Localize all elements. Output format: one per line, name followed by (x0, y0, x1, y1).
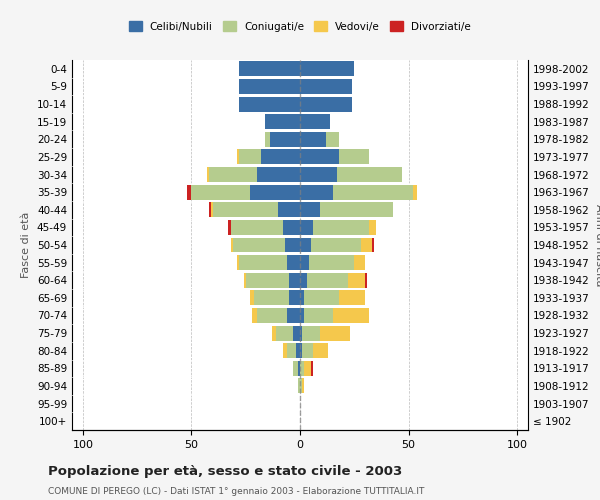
Bar (337, 167, 402, 182)
Bar (254, 290, 289, 306)
Bar (237, 255, 239, 270)
Bar (211, 202, 213, 218)
Text: COMUNE DI PEREGO (LC) - Dati ISTAT 1° gennaio 2003 - Elaborazione TUTTITALIA.IT: COMUNE DI PEREGO (LC) - Dati ISTAT 1° ge… (48, 488, 424, 496)
Y-axis label: Anni di nascita: Anni di nascita (593, 204, 600, 286)
Bar (302, 343, 313, 358)
Bar (287, 255, 300, 270)
Bar (209, 167, 257, 182)
Bar (298, 378, 300, 394)
Bar (302, 326, 320, 340)
Bar (287, 343, 296, 358)
Bar (300, 308, 304, 323)
Bar (308, 255, 354, 270)
Bar (370, 220, 376, 235)
Bar (298, 361, 300, 376)
Bar (304, 290, 339, 306)
Bar (304, 361, 311, 376)
Legend: Celibi/Nubili, Coniugati/e, Vedovi/e, Divorziati/e: Celibi/Nubili, Coniugati/e, Vedovi/e, Di… (125, 17, 475, 36)
Bar (257, 308, 287, 323)
Bar (300, 184, 332, 200)
Bar (300, 79, 352, 94)
Bar (332, 308, 370, 323)
Bar (191, 184, 250, 200)
Bar (300, 343, 302, 358)
Bar (304, 308, 332, 323)
Bar (365, 273, 367, 287)
Bar (300, 378, 302, 394)
Bar (302, 378, 304, 394)
Bar (348, 273, 365, 287)
Bar (300, 114, 331, 129)
Bar (354, 255, 365, 270)
Bar (233, 238, 285, 252)
Bar (276, 326, 293, 340)
Bar (250, 184, 300, 200)
Bar (300, 167, 337, 182)
Bar (371, 238, 374, 252)
Text: Popolazione per età, sesso e stato civile - 2003: Popolazione per età, sesso e stato civil… (48, 465, 402, 478)
Y-axis label: Fasce di età: Fasce di età (22, 212, 31, 278)
Bar (339, 290, 365, 306)
Bar (257, 167, 300, 182)
Bar (244, 273, 246, 287)
Bar (320, 326, 350, 340)
Bar (246, 273, 289, 287)
Bar (300, 255, 308, 270)
Bar (300, 238, 311, 252)
Bar (285, 238, 300, 252)
Bar (230, 238, 233, 252)
Bar (252, 308, 257, 323)
Bar (239, 62, 300, 76)
Bar (320, 202, 394, 218)
Bar (361, 238, 371, 252)
Bar (332, 184, 413, 200)
Bar (293, 326, 300, 340)
Bar (272, 326, 276, 340)
Bar (307, 273, 348, 287)
Bar (326, 132, 339, 147)
Bar (239, 150, 261, 164)
Bar (237, 150, 239, 164)
Bar (213, 202, 278, 218)
Bar (296, 343, 300, 358)
Bar (239, 79, 300, 94)
Bar (300, 202, 320, 218)
Bar (283, 220, 300, 235)
Bar (300, 132, 326, 147)
Bar (300, 361, 304, 376)
Bar (206, 167, 209, 182)
Bar (293, 361, 298, 376)
Bar (187, 184, 191, 200)
Bar (269, 132, 300, 147)
Bar (300, 62, 354, 76)
Bar (289, 273, 300, 287)
Bar (300, 220, 313, 235)
Bar (311, 361, 313, 376)
Bar (261, 150, 300, 164)
Bar (283, 343, 287, 358)
Bar (311, 238, 361, 252)
Bar (265, 132, 269, 147)
Bar (300, 273, 307, 287)
Bar (209, 202, 211, 218)
Bar (265, 114, 300, 129)
Bar (313, 220, 370, 235)
Bar (278, 202, 300, 218)
Bar (300, 96, 352, 112)
Bar (300, 326, 302, 340)
Bar (287, 308, 300, 323)
Bar (289, 290, 300, 306)
Bar (229, 220, 230, 235)
Bar (250, 290, 254, 306)
Bar (239, 255, 287, 270)
Bar (339, 150, 370, 164)
Bar (300, 150, 339, 164)
Bar (313, 343, 328, 358)
Bar (239, 96, 300, 112)
Bar (300, 290, 304, 306)
Bar (230, 220, 283, 235)
Bar (413, 184, 417, 200)
